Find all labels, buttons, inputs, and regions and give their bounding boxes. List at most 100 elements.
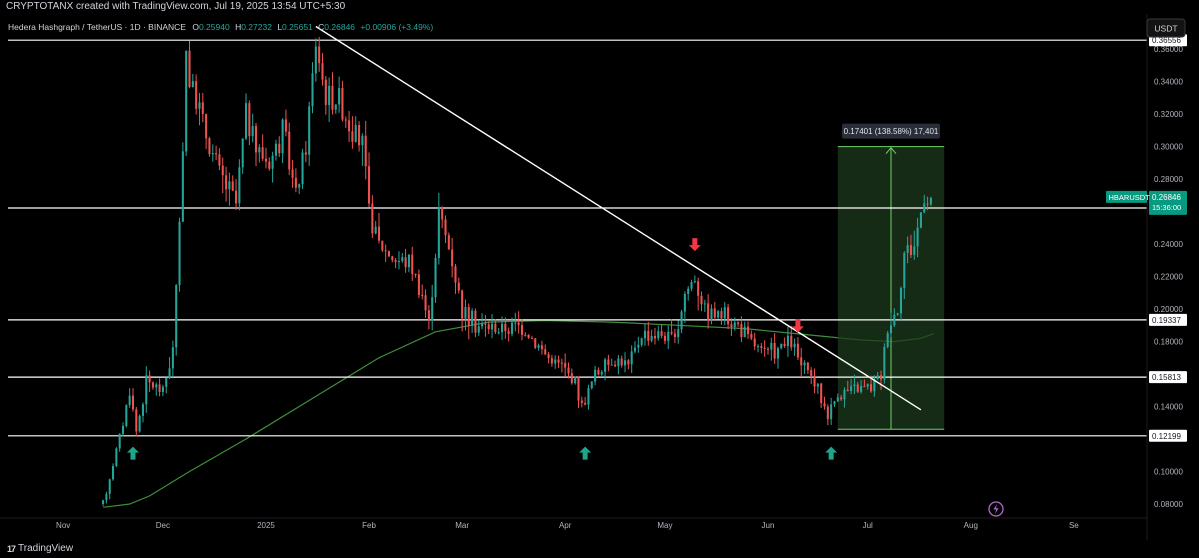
candle-body [780, 343, 783, 349]
candle-body [554, 359, 557, 364]
candle-body [314, 46, 317, 74]
candle-body [853, 384, 856, 387]
candle-body [384, 250, 387, 252]
candle-body [680, 311, 683, 330]
candle-body [108, 479, 111, 495]
candle-body [454, 266, 457, 283]
candle-body [457, 282, 460, 291]
candle-body [929, 197, 932, 205]
currency-button-frame[interactable] [1146, 18, 1186, 38]
candle-body [826, 406, 829, 420]
legend-open-value: 0.25940 [199, 22, 230, 32]
candle-body [238, 167, 241, 204]
lightning-icon-ring[interactable] [988, 501, 1004, 517]
candle-body [514, 322, 517, 324]
candle-body [447, 235, 450, 250]
candle-body [597, 369, 600, 375]
candle-body [301, 152, 304, 185]
tradingview-logo[interactable]: 17 TradingView [7, 543, 73, 554]
candle-body [776, 348, 779, 359]
price-tick-label: 0.22000 [1154, 273, 1183, 282]
candle-body [547, 354, 550, 359]
candle-body [254, 126, 258, 153]
price-tick-label: 0.24000 [1154, 240, 1183, 249]
candle-body [331, 85, 334, 110]
candle-body [354, 125, 357, 142]
candle-body [284, 119, 287, 132]
candle-body [477, 326, 480, 333]
projection-label-box [842, 123, 941, 139]
level-price-tag-label: 0.15813 [1152, 373, 1181, 382]
price-axis[interactable]: 0.36000 0.34000 0.32000 0.30000 0.28000 0.240… [1146, 14, 1183, 540]
candle-body [225, 175, 228, 190]
candle-body [464, 307, 467, 319]
candle-body [434, 257, 437, 298]
candle-body [773, 342, 776, 359]
price-tick-label: 0.28000 [1154, 175, 1183, 184]
time-tick-label: Feb [362, 521, 376, 530]
candle-body [923, 203, 926, 213]
candle-body [361, 135, 364, 146]
candle-body [740, 324, 743, 338]
price-tick-label: 0.34000 [1154, 78, 1183, 87]
candle-body [830, 404, 833, 420]
candle-body [288, 131, 291, 170]
candle-body [700, 295, 703, 305]
candle-body [411, 254, 414, 275]
candle-body [351, 131, 354, 142]
candle-body [540, 345, 543, 350]
candle-body [893, 314, 896, 326]
candle-body [710, 308, 713, 320]
candle-body [913, 246, 916, 255]
descending-trendline[interactable] [315, 25, 922, 411]
candle-body [484, 323, 487, 325]
candle-body [919, 212, 922, 228]
current-price-tag [1149, 190, 1187, 215]
candle-body [610, 364, 613, 366]
lightning-icon[interactable] [988, 501, 1004, 517]
trendline-layer[interactable] [315, 25, 922, 411]
candle-body [481, 323, 484, 327]
up-arrow-marker [126, 446, 139, 460]
candle-body [368, 166, 371, 204]
candle-body [497, 332, 500, 334]
candle-body [527, 334, 530, 338]
candle-body [753, 338, 756, 347]
candle-body [185, 50, 188, 152]
currency-button-label[interactable]: USDT [1154, 24, 1177, 34]
level-price-tag-label: 0.19337 [1152, 316, 1181, 325]
candle-body [577, 376, 580, 401]
candle-body [235, 190, 238, 204]
candle-body [221, 165, 224, 176]
candle-body [298, 184, 301, 188]
currency-button[interactable]: USDT [1146, 18, 1186, 38]
candle-body [321, 63, 324, 80]
candle-body [358, 125, 361, 146]
candle-body [161, 386, 164, 393]
candle-body [783, 343, 786, 347]
candle-body [667, 331, 670, 341]
candle-body [564, 362, 567, 368]
candle-body [158, 384, 161, 393]
candle-body [377, 226, 381, 241]
price-tick-label: 0.10000 [1154, 468, 1183, 477]
candle-body [118, 433, 121, 449]
candle-body [431, 297, 434, 321]
time-axis[interactable]: Nov Dec 2025 Feb Mar Apr May Jun Jul Aug Se [0, 517, 1147, 530]
projection-layer: 0.17401 (138.58%) 17,401 [837, 123, 945, 430]
candle-body [860, 386, 863, 392]
candle-body [590, 381, 593, 389]
candle-body [128, 395, 131, 406]
candle-body [690, 282, 693, 289]
candle-body [461, 290, 464, 319]
candle-body [520, 325, 523, 335]
price-tick-label: 0.36000 [1154, 45, 1183, 54]
legend-open-label: O [192, 22, 199, 32]
level-price-tag [1149, 429, 1187, 442]
time-tick-label: Apr [559, 521, 572, 530]
candle-body [231, 181, 234, 191]
candlestick-chart[interactable]: 0.17401 (138.58%) 17,401 0.36000 0.34000 0… [0, 14, 1199, 540]
candle-body [145, 375, 148, 405]
candle-body [683, 293, 686, 312]
lightning-icon-bolt[interactable] [993, 504, 999, 514]
